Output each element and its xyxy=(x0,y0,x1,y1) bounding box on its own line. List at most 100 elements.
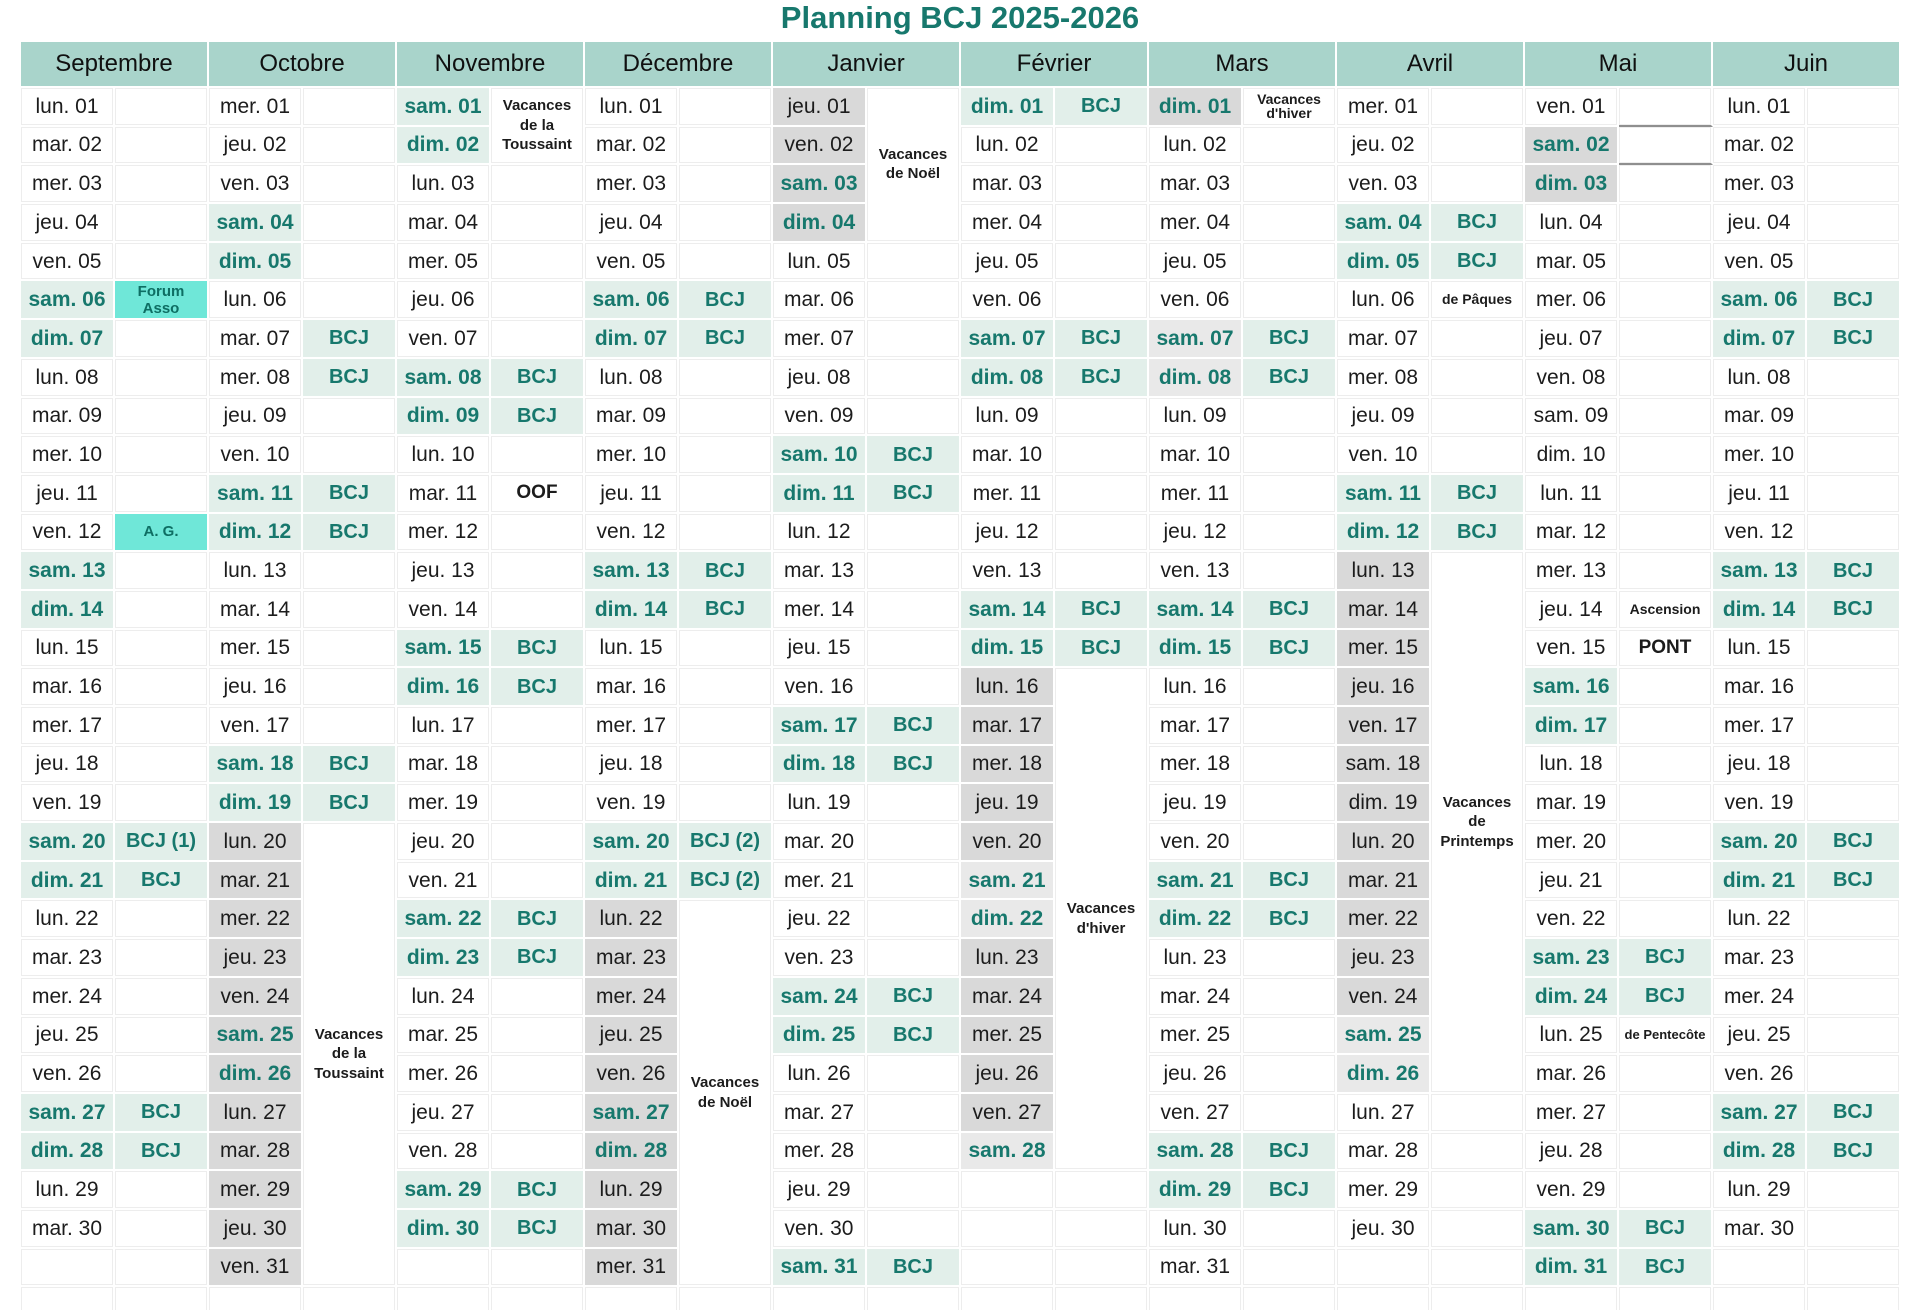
empty-cell xyxy=(21,1248,115,1288)
day-cell: mar. 16 xyxy=(585,668,679,707)
day-cell: sam. 07 xyxy=(961,320,1055,359)
day-cell: dim. 12 xyxy=(1337,513,1431,553)
day-cell: dim. 21 xyxy=(585,861,679,901)
empty-cell xyxy=(1055,242,1149,282)
empty-cell xyxy=(1807,668,1901,707)
empty-cell xyxy=(303,126,397,166)
empty-cell xyxy=(1337,1248,1431,1288)
day-cell: ven. 06 xyxy=(961,281,1055,321)
day-cell: jeu. 19 xyxy=(961,784,1055,824)
day-cell: dim. 07 xyxy=(585,320,679,359)
annotation-cell: BCJ xyxy=(303,474,397,514)
day-cell: lun. 15 xyxy=(1713,629,1807,669)
empty-cell xyxy=(115,358,209,398)
day-cell: sam. 27 xyxy=(21,1093,115,1133)
empty-cell xyxy=(1807,513,1901,553)
empty-cell xyxy=(491,320,585,359)
day-cell: sam. 13 xyxy=(21,552,115,591)
empty-cell xyxy=(961,1287,1055,1310)
empty-cell xyxy=(303,436,397,475)
day-cell: jeu. 04 xyxy=(1713,204,1807,243)
empty-cell xyxy=(303,165,397,205)
empty-cell xyxy=(1619,668,1713,707)
annotation-cell: OOF xyxy=(491,474,585,514)
day-cell: mer. 11 xyxy=(961,474,1055,514)
day-cell: sam. 13 xyxy=(1713,552,1807,591)
day-cell: mer. 24 xyxy=(21,977,115,1017)
day-cell: lun. 23 xyxy=(961,939,1055,978)
day-cell: lun. 27 xyxy=(1337,1093,1431,1133)
day-cell: sam. 08 xyxy=(397,358,491,398)
empty-cell xyxy=(1243,1093,1337,1133)
annotation-cell: BCJ xyxy=(1807,281,1901,321)
month-header: Novembre xyxy=(397,42,585,88)
empty-cell xyxy=(867,1209,961,1249)
day-cell: ven. 05 xyxy=(585,242,679,282)
day-cell: lun. 05 xyxy=(773,242,867,282)
day-cell: sam. 15 xyxy=(397,629,491,669)
empty-cell xyxy=(679,126,773,166)
empty-cell xyxy=(303,397,397,437)
day-cell: mar. 13 xyxy=(773,552,867,591)
day-cell: sam. 16 xyxy=(1525,668,1619,707)
empty-cell xyxy=(1243,668,1337,707)
empty-cell xyxy=(303,242,397,282)
day-cell: jeu. 12 xyxy=(1149,513,1243,553)
empty-cell xyxy=(1243,784,1337,824)
annotation-cell: BCJ xyxy=(867,1016,961,1056)
day-cell: jeu. 21 xyxy=(1525,861,1619,901)
day-cell: sam. 09 xyxy=(1525,397,1619,437)
empty-cell xyxy=(1055,204,1149,243)
day-cell: lun. 29 xyxy=(21,1171,115,1210)
day-cell: ven. 12 xyxy=(1713,513,1807,553)
vacation-label: Vacances de la Toussaint xyxy=(303,823,397,1288)
empty-cell xyxy=(115,1248,209,1288)
empty-cell xyxy=(1713,1287,1807,1310)
day-cell: dim. 18 xyxy=(773,745,867,785)
empty-cell xyxy=(1619,242,1713,282)
empty-cell xyxy=(1807,1287,1901,1310)
day-cell: jeu. 25 xyxy=(585,1016,679,1056)
empty-cell xyxy=(1243,745,1337,785)
annotation-cell: BCJ xyxy=(679,552,773,591)
annotation-cell: BCJ xyxy=(1243,320,1337,359)
day-cell: lun. 03 xyxy=(397,165,491,205)
empty-cell xyxy=(115,900,209,940)
empty-cell xyxy=(1243,474,1337,514)
annotation-cell: BCJ xyxy=(1243,590,1337,630)
day-cell: ven. 03 xyxy=(1337,165,1431,205)
day-cell: ven. 26 xyxy=(585,1055,679,1094)
empty-cell xyxy=(679,358,773,398)
month-header: Avril xyxy=(1337,42,1525,88)
day-cell: dim. 28 xyxy=(21,1132,115,1172)
empty-cell xyxy=(115,1016,209,1056)
annotation-cell: BCJ xyxy=(1431,204,1525,243)
annotation-cell: Vacances d'hiver xyxy=(1243,88,1337,127)
empty-cell xyxy=(1431,1209,1525,1249)
day-cell: sam. 11 xyxy=(1337,474,1431,514)
day-cell: mer. 19 xyxy=(397,784,491,824)
empty-cell xyxy=(1619,204,1713,243)
empty-cell xyxy=(1807,1055,1901,1094)
day-cell: mer. 01 xyxy=(209,88,303,127)
day-cell: dim. 15 xyxy=(1149,629,1243,669)
day-cell: mar. 28 xyxy=(1337,1132,1431,1172)
annotation-cell: BCJ xyxy=(491,358,585,398)
empty-cell xyxy=(303,668,397,707)
day-cell: dim. 22 xyxy=(1149,900,1243,940)
empty-cell xyxy=(1619,1171,1713,1210)
empty-cell xyxy=(679,629,773,669)
day-cell: mer. 24 xyxy=(585,977,679,1017)
day-cell: jeu. 08 xyxy=(773,358,867,398)
empty-cell xyxy=(1619,552,1713,591)
empty-cell xyxy=(1055,1248,1149,1288)
annotation-cell: BCJ xyxy=(1619,1248,1713,1288)
annotation-cell: BCJ xyxy=(867,745,961,785)
day-cell: sam. 20 xyxy=(585,823,679,862)
empty-cell xyxy=(1431,1248,1525,1288)
day-cell: sam. 25 xyxy=(1337,1016,1431,1056)
day-cell: mar. 24 xyxy=(961,977,1055,1017)
day-cell: jeu. 11 xyxy=(21,474,115,514)
day-cell: ven. 20 xyxy=(1149,823,1243,862)
day-cell: ven. 30 xyxy=(773,1209,867,1249)
